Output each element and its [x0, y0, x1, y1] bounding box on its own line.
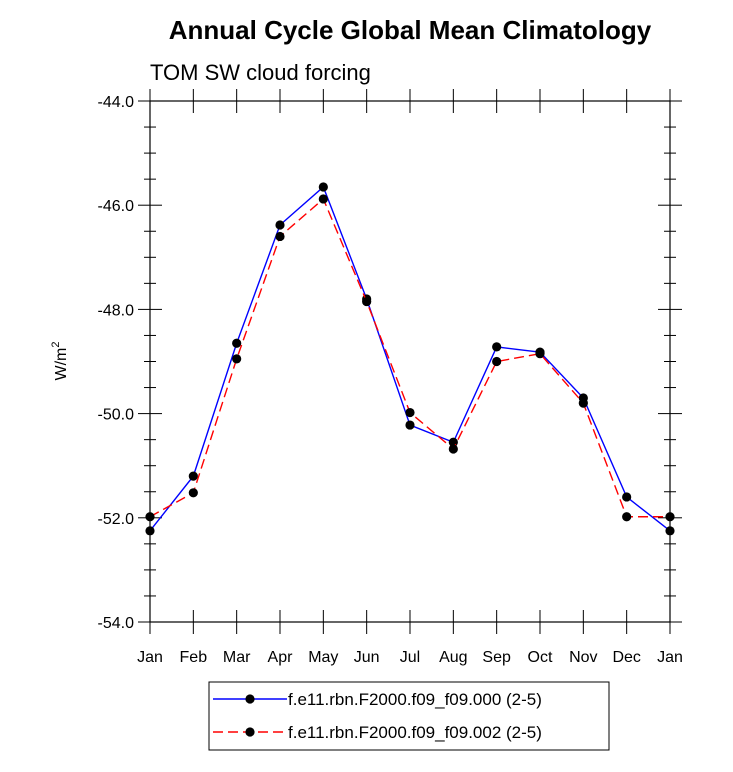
data-point-0 — [232, 338, 242, 348]
data-point-0 — [275, 220, 285, 230]
data-point-0 — [622, 492, 632, 502]
data-point-0 — [188, 471, 198, 481]
series-layer — [145, 182, 675, 536]
legend-box — [208, 681, 610, 751]
data-point-1 — [275, 231, 285, 242]
series-line-1 — [149, 197, 670, 518]
y-tick-label: -48.0 — [98, 302, 135, 319]
legend-label-1: f.e11.rbn.F2000.f09_f09.002 (2-5) — [288, 723, 542, 742]
legend-marker-0 — [245, 694, 255, 704]
x-tick-label: Apr — [268, 649, 294, 666]
data-point-1 — [448, 444, 458, 454]
data-point-0 — [145, 526, 155, 536]
y-tick-label: -44.0 — [98, 94, 135, 111]
x-axis: Jan Feb Mar Apr May Jun Jul Aug Sep Oct Nov Dec Jan — [137, 89, 683, 666]
y-axis-label-superscript: 2 — [50, 342, 62, 348]
data-point-1 — [535, 349, 545, 359]
data-point-0 — [405, 420, 415, 430]
y-tick-label: -46.0 — [98, 198, 135, 215]
y-axis-label: W/m2 — [50, 342, 70, 381]
data-point-1 — [622, 512, 632, 522]
x-tick-label: Nov — [569, 649, 597, 666]
data-point-0 — [665, 526, 675, 536]
y-tick-label: -50.0 — [98, 407, 135, 424]
x-tick-label: Jun — [354, 649, 380, 666]
data-point-1 — [578, 398, 588, 408]
data-point-1 — [405, 407, 415, 418]
chart-subtitle: TOM SW cloud forcing — [150, 60, 371, 85]
legend-marker-1 — [245, 727, 255, 737]
data-point-0 — [318, 182, 328, 192]
x-tick-label: May — [308, 649, 338, 666]
x-tick-label: Jul — [400, 649, 420, 666]
x-tick-label: Oct — [528, 649, 553, 666]
series-line-0 — [149, 185, 671, 532]
plot-frame — [149, 100, 671, 623]
y-tick-label: -52.0 — [98, 511, 135, 528]
y-axis-label-text: W/m — [53, 348, 70, 381]
x-tick-label: Feb — [180, 649, 208, 666]
x-tick-label: Dec — [612, 649, 640, 666]
data-point-1 — [145, 512, 155, 522]
x-tick-label: Jan — [657, 649, 683, 666]
x-tick-label: Sep — [482, 649, 511, 666]
data-point-1 — [232, 354, 242, 364]
x-tick-label: Mar — [223, 649, 251, 666]
data-point-1 — [492, 356, 502, 367]
y-tick-label: -54.0 — [98, 615, 135, 632]
data-point-1 — [665, 512, 675, 522]
legend: f.e11.rbn.F2000.f09_f09.000 (2-5) f.e11.r… — [213, 690, 542, 742]
x-tick-label: Aug — [439, 649, 467, 666]
chart-title: Annual Cycle Global Mean Climatology — [169, 15, 652, 45]
x-tick-label: Jan — [137, 649, 163, 666]
data-point-1 — [362, 296, 372, 307]
y-axis: -44.0 -46.0 -48.0 -50.0 -52.0 -54.0 — [98, 94, 682, 632]
data-point-0 — [492, 342, 502, 352]
legend-label-0: f.e11.rbn.F2000.f09_f09.000 (2-5) — [288, 690, 542, 709]
data-point-1 — [318, 194, 328, 204]
data-point-1 — [188, 488, 198, 498]
